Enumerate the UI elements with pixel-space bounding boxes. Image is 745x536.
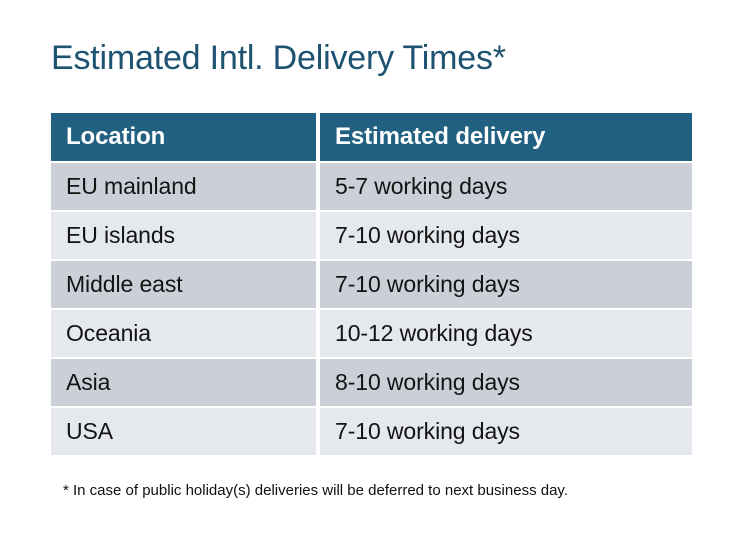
cell-estimated-delivery: 8-10 working days (320, 359, 692, 406)
cell-location: USA (51, 408, 316, 455)
table-header-row: Location Estimated delivery (51, 113, 692, 161)
footnote: * In case of public holiday(s) deliverie… (63, 482, 568, 499)
cell-estimated-delivery: 7-10 working days (320, 212, 692, 259)
cell-estimated-delivery: 5-7 working days (320, 163, 692, 210)
estimated-delivery-times-table: Location Estimated delivery EU mainland … (51, 113, 692, 455)
table-row: Asia 8-10 working days (51, 359, 692, 406)
table-row: EU mainland 5-7 working days (51, 163, 692, 210)
cell-location: Oceania (51, 310, 316, 357)
cell-location: Asia (51, 359, 316, 406)
cell-estimated-delivery: 7-10 working days (320, 261, 692, 308)
cell-location: Middle east (51, 261, 316, 308)
table-row: Oceania 10-12 working days (51, 310, 692, 357)
cell-estimated-delivery: 10-12 working days (320, 310, 692, 357)
table-row: Middle east 7-10 working days (51, 261, 692, 308)
table-row: EU islands 7-10 working days (51, 212, 692, 259)
table-row: USA 7-10 working days (51, 408, 692, 455)
cell-location: EU islands (51, 212, 316, 259)
column-header-estimated-delivery: Estimated delivery (320, 113, 692, 161)
column-header-location: Location (51, 113, 316, 161)
page-title: Estimated Intl. Delivery Times* (51, 39, 506, 77)
cell-estimated-delivery: 7-10 working days (320, 408, 692, 455)
cell-location: EU mainland (51, 163, 316, 210)
